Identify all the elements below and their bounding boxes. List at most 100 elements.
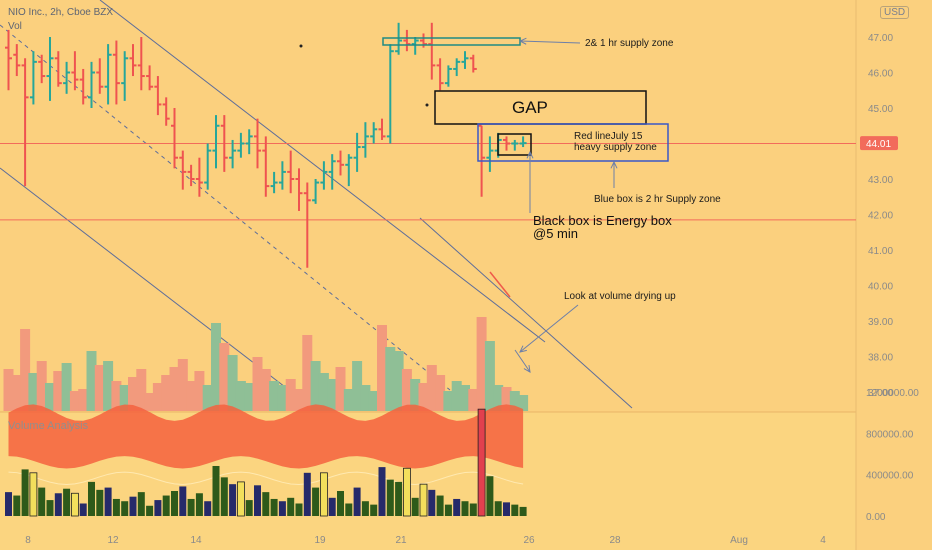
volume-analysis-bar	[195, 493, 203, 516]
x-tick-label: 19	[314, 535, 326, 546]
volume-bar	[28, 373, 39, 411]
volume-bar	[343, 389, 354, 411]
volume-bar	[53, 371, 64, 411]
ohlc-bar	[278, 161, 286, 190]
volume-analysis-bar	[137, 492, 145, 516]
volume-analysis-bar	[511, 504, 519, 516]
volume-analysis-bar	[453, 498, 461, 516]
volume-analysis-bar	[121, 501, 129, 516]
volume-bar	[385, 347, 396, 411]
volume-bar	[111, 381, 122, 411]
ohlc-bar	[469, 54, 477, 73]
ohlc-bar	[370, 122, 378, 144]
arrow-volume-shaft	[519, 304, 579, 353]
symbol-title: NIO Inc., 2h, Cboe BZX	[8, 7, 114, 18]
ohlc-bar	[237, 132, 245, 158]
price-tick-label: 38.00	[868, 353, 893, 364]
volume-analysis-bar	[204, 501, 212, 516]
volume-bar	[476, 317, 487, 411]
volume-analysis-bar	[54, 493, 62, 516]
arrow-energy-box-head	[526, 150, 534, 159]
volume-analysis-bar	[79, 503, 87, 516]
volume-analysis-bar	[503, 502, 510, 516]
volume-bar	[285, 379, 296, 411]
price-tick-label: 45.00	[868, 104, 893, 115]
ohlc-bar	[129, 44, 137, 77]
channel-upper-line	[99, 0, 546, 343]
volume-bar	[443, 391, 454, 411]
volume-analysis-bar	[370, 504, 378, 516]
volume-analysis-bar	[13, 495, 21, 516]
volume-analysis-bar	[187, 498, 195, 516]
volume-analysis-bar	[88, 481, 95, 516]
arrow-supply-zone	[518, 37, 581, 45]
arrow-supply-zone-head	[518, 37, 527, 45]
volume-bar	[202, 385, 213, 411]
x-tick-label: 14	[190, 535, 202, 546]
ohlc-bar	[303, 182, 311, 268]
ohlc-bar	[262, 136, 270, 197]
ohlc-bar	[486, 136, 494, 172]
volume-analysis-bar	[104, 487, 112, 516]
volume-analysis-bar	[386, 479, 394, 516]
volume-analysis-bar	[361, 501, 369, 516]
ohlc-bar	[146, 65, 154, 91]
arrow-blue-box	[610, 160, 618, 188]
ohlc-bar	[436, 58, 444, 91]
volume-bar	[144, 393, 155, 411]
ohlc-bar	[38, 54, 46, 84]
volume-bar	[152, 383, 163, 411]
ohlc-bar	[320, 161, 328, 190]
volume-analysis-bar	[353, 487, 361, 516]
volume-analysis-bar	[38, 487, 46, 516]
volume-bar	[45, 383, 55, 411]
ohlc-bar	[444, 65, 452, 87]
ohlc-bar	[96, 58, 104, 94]
chart-legend: NIO Inc., 2h, Cboe BZX Vol	[8, 6, 113, 34]
volume-bar	[186, 381, 197, 411]
volume-analysis-bar	[5, 492, 12, 516]
ohlc-bar	[254, 118, 261, 169]
arrow-volume-head	[519, 345, 527, 353]
ohlc-bar	[461, 51, 469, 69]
channel-extension-line	[419, 217, 633, 409]
price-tick-label: 47.00	[868, 33, 893, 44]
x-tick-label: 28	[609, 535, 621, 546]
ohlc-bar	[179, 150, 187, 190]
volume-bar	[161, 375, 172, 411]
volume-label: Vol	[8, 21, 22, 32]
volume-analysis-bar	[254, 485, 261, 516]
volume-bar	[501, 387, 512, 411]
volume-bar	[302, 335, 313, 411]
currency-badge[interactable]: USD	[880, 6, 910, 19]
annotation-red-line-1: Red lineJuly 15	[574, 131, 643, 142]
volume-analysis-bar	[444, 504, 452, 516]
volume-bar	[435, 375, 446, 411]
ohlc-bar	[5, 29, 12, 91]
volume-bar	[468, 389, 479, 411]
ohlc-bar	[195, 157, 203, 197]
ohlc-bar	[171, 108, 178, 169]
ohlc-bar	[212, 115, 220, 169]
ohlc-bar	[229, 139, 237, 169]
volume-bar	[484, 341, 495, 411]
volume-bar	[94, 365, 105, 411]
ohlc-bar	[63, 61, 71, 94]
volume-analysis-bar	[436, 495, 444, 516]
volume-analysis-bar	[245, 500, 253, 516]
price-tick-label: 41.00	[868, 246, 893, 257]
volume-bar	[211, 323, 221, 411]
annotation-energy-box-2: @5 min	[533, 226, 578, 241]
volume-analysis-bar	[29, 472, 38, 517]
volume-bar	[294, 389, 304, 411]
annotation-gap: GAP	[512, 98, 548, 117]
ohlc-bar	[220, 115, 228, 172]
volume-bar	[177, 359, 188, 411]
volume-bar	[194, 371, 205, 411]
ohlc-bar	[79, 68, 87, 105]
ohlc-bar	[511, 139, 519, 151]
volume-analysis-bar	[469, 503, 477, 516]
volume-bar	[86, 351, 97, 411]
volume-average-line	[8, 471, 524, 485]
ohlc-bar	[245, 129, 253, 155]
